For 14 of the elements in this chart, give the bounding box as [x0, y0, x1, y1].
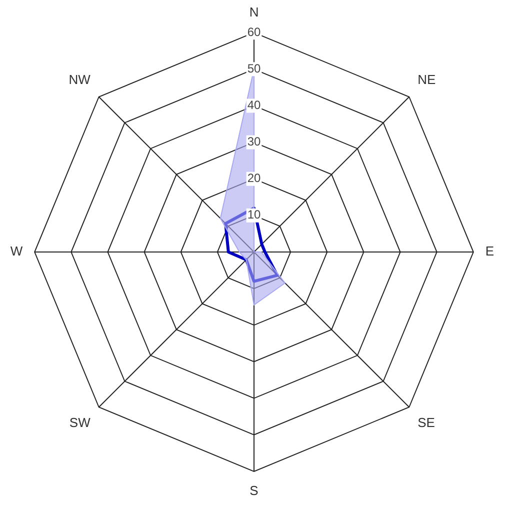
spoke-label: E — [485, 244, 494, 259]
y-tick-label: 30 — [247, 134, 261, 149]
spoke-label: NE — [418, 72, 436, 88]
spoke-label: N — [249, 4, 259, 20]
spoke-label: NW — [68, 72, 92, 88]
spoke-label: W — [10, 244, 24, 259]
y-tick-label: 60 — [247, 24, 261, 39]
y-tick-label: 10 — [247, 208, 261, 222]
y-tick-label: 20 — [247, 171, 261, 186]
y-tick-label: 40 — [247, 98, 261, 112]
spoke-label: S — [250, 482, 259, 498]
spoke-label: SE — [418, 415, 436, 430]
y-tick-label: 50 — [247, 61, 261, 76]
spoke-label: SW — [69, 415, 92, 430]
